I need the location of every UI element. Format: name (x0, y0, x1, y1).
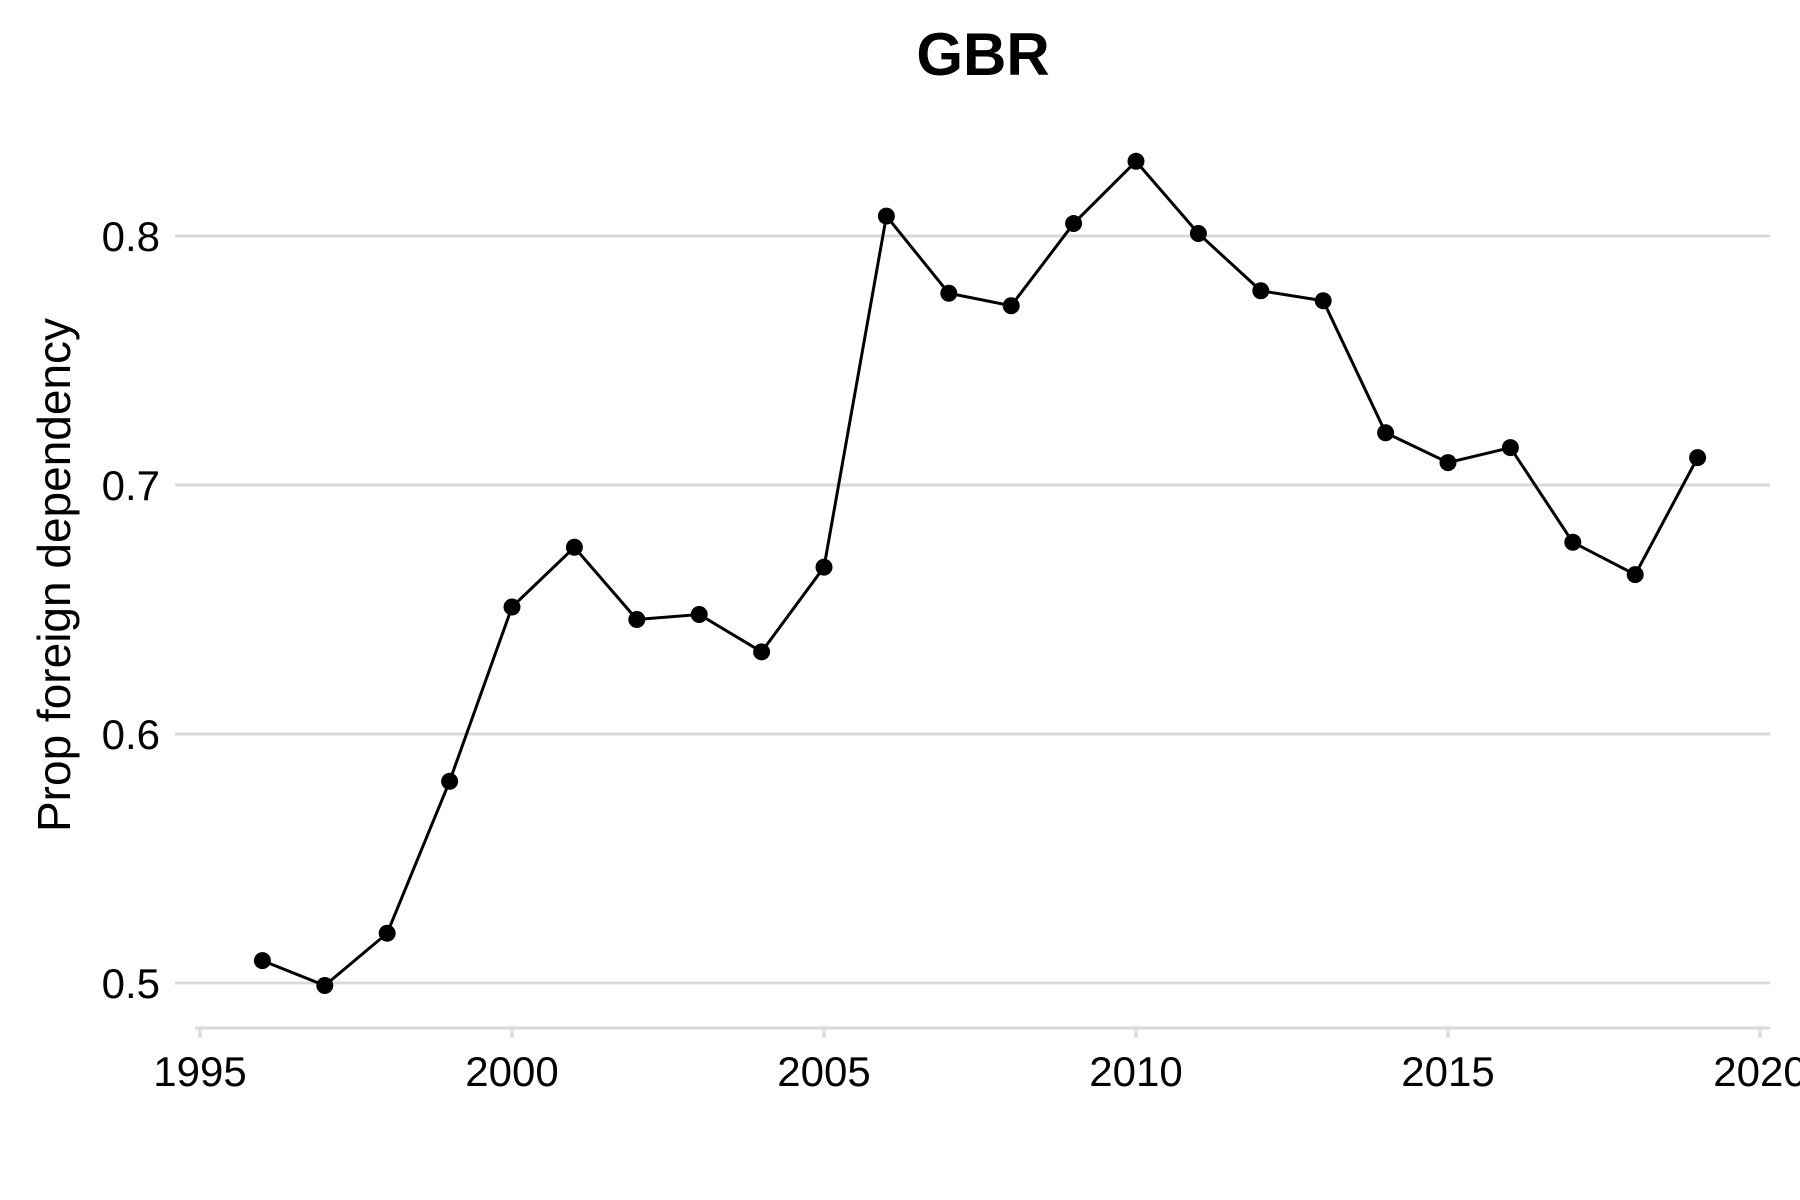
data-point (1314, 292, 1332, 310)
data-point (1127, 152, 1145, 170)
x-tick-label: 2010 (1089, 1048, 1182, 1095)
y-tick-label: 0.7 (102, 462, 160, 509)
data-point (690, 605, 708, 623)
data-series (253, 152, 1707, 994)
data-point (1252, 282, 1270, 300)
data-point (628, 610, 646, 628)
data-point (503, 598, 521, 616)
data-point (1626, 566, 1644, 584)
data-point (1377, 424, 1395, 442)
y-axis-tick-labels: 0.5 0.6 0.7 0.8 (102, 213, 160, 1007)
data-point (1002, 297, 1020, 315)
y-tick-label: 0.6 (102, 711, 160, 758)
y-tick-label: 0.8 (102, 213, 160, 260)
y-axis-title: Prop foreign dependency (28, 318, 80, 832)
data-point (253, 952, 271, 970)
data-point (1065, 215, 1083, 233)
data-point (378, 924, 396, 942)
data-point (1439, 454, 1457, 472)
data-point (565, 538, 583, 556)
data-point (940, 284, 958, 302)
x-tick-label: 1995 (153, 1048, 246, 1095)
y-tick-label: 0.5 (102, 960, 160, 1007)
gridlines (175, 234, 1770, 985)
x-axis: 1995 2000 2005 2010 2015 2020 (153, 1026, 1800, 1095)
x-tick-label: 2000 (465, 1048, 558, 1095)
x-tick-label: 2015 (1401, 1048, 1494, 1095)
data-point (815, 558, 833, 576)
data-point (1189, 225, 1207, 243)
data-point (753, 643, 771, 661)
x-tick-label: 2005 (777, 1048, 870, 1095)
chart-title: GBR (916, 21, 1049, 88)
data-point (441, 772, 459, 790)
series-line (261, 159, 1699, 988)
x-tick-label: 2020 (1713, 1048, 1800, 1095)
data-point (316, 976, 334, 994)
data-point (1501, 439, 1519, 457)
data-point (1689, 449, 1707, 467)
data-point (1564, 533, 1582, 551)
data-point (877, 207, 895, 225)
